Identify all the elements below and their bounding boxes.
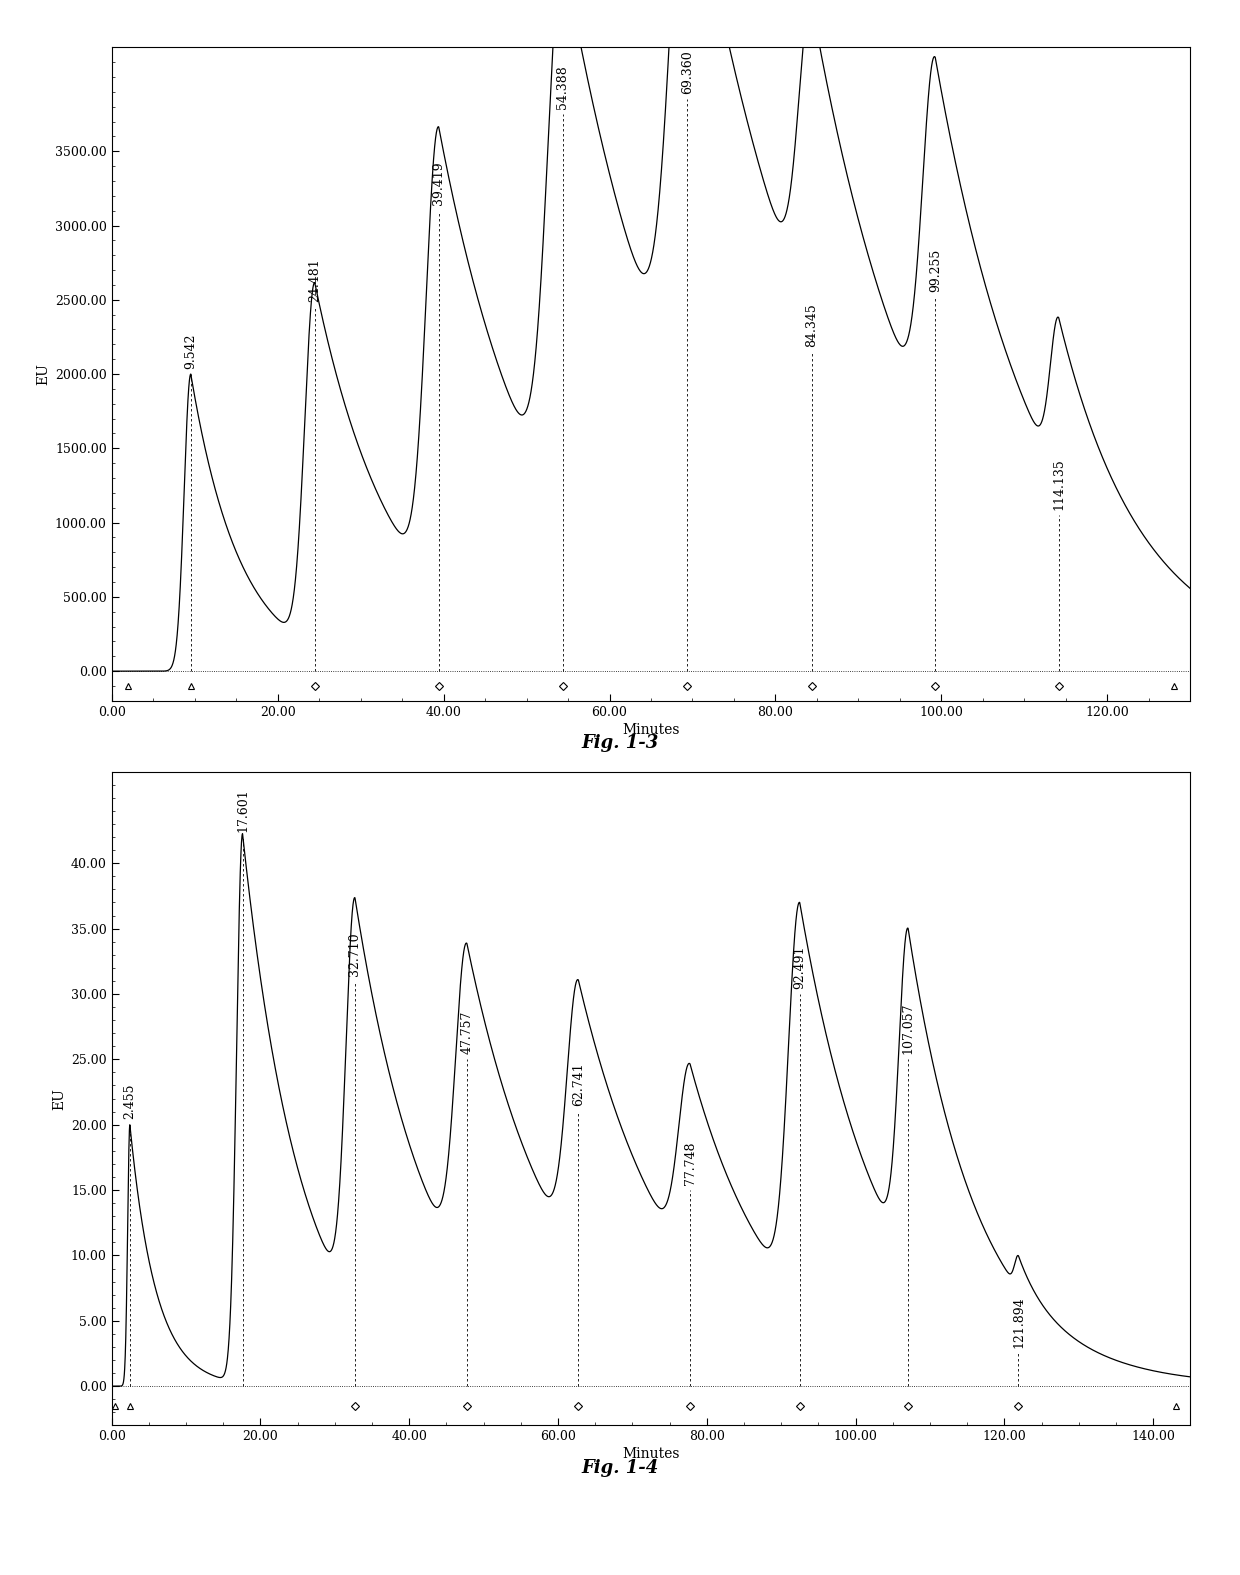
Text: 32.710: 32.710 xyxy=(348,932,362,975)
Text: Fig. 1-4: Fig. 1-4 xyxy=(582,1458,658,1477)
Text: 9.542: 9.542 xyxy=(185,334,197,369)
Text: 77.748: 77.748 xyxy=(683,1142,697,1184)
Text: 39.419: 39.419 xyxy=(433,162,445,205)
Text: 114.135: 114.135 xyxy=(1053,458,1065,510)
Text: 99.255: 99.255 xyxy=(929,249,941,291)
Text: 47.757: 47.757 xyxy=(460,1011,474,1054)
Text: 69.360: 69.360 xyxy=(681,50,693,94)
X-axis label: Minutes: Minutes xyxy=(622,1447,680,1462)
Text: 2.455: 2.455 xyxy=(123,1084,136,1120)
Text: 92.491: 92.491 xyxy=(794,945,806,989)
X-axis label: Minutes: Minutes xyxy=(622,723,680,737)
Text: 121.894: 121.894 xyxy=(1012,1296,1025,1348)
Text: 24.481: 24.481 xyxy=(309,258,321,302)
Y-axis label: EU: EU xyxy=(37,364,51,384)
Text: 84.345: 84.345 xyxy=(805,302,818,346)
Text: 54.388: 54.388 xyxy=(557,65,569,109)
Text: 107.057: 107.057 xyxy=(901,1003,915,1054)
Text: 17.601: 17.601 xyxy=(236,788,249,832)
Text: Fig. 1-3: Fig. 1-3 xyxy=(582,734,658,753)
Y-axis label: EU: EU xyxy=(52,1088,67,1109)
Text: 62.741: 62.741 xyxy=(572,1063,585,1106)
